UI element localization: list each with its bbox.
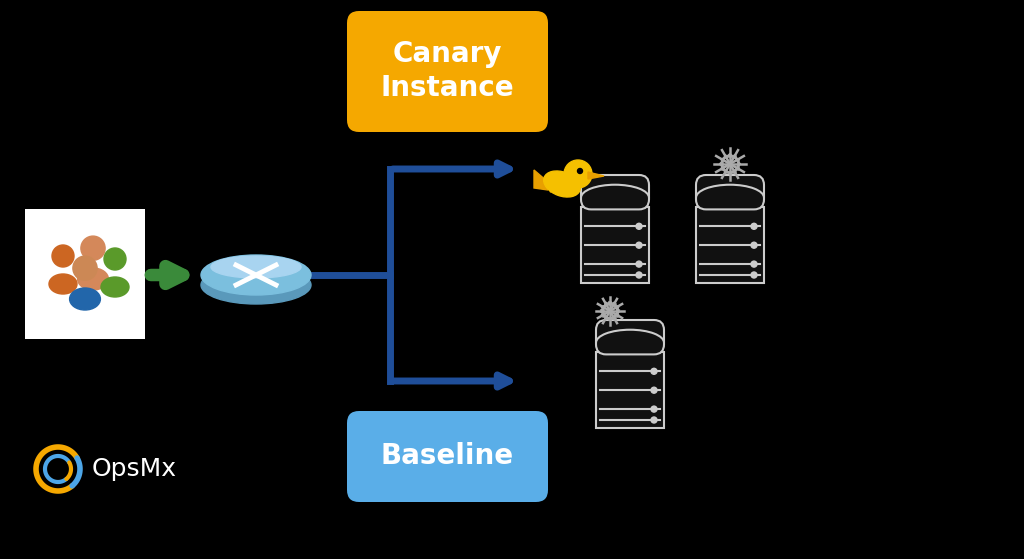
FancyBboxPatch shape [347,411,548,502]
Circle shape [636,272,642,278]
Circle shape [636,261,642,267]
FancyBboxPatch shape [596,320,664,354]
Circle shape [104,248,126,270]
Ellipse shape [49,274,77,294]
FancyBboxPatch shape [696,207,764,283]
Ellipse shape [78,268,109,290]
Ellipse shape [70,288,100,310]
Circle shape [751,242,757,248]
FancyBboxPatch shape [581,175,649,210]
Ellipse shape [201,255,311,295]
FancyBboxPatch shape [347,11,548,132]
Circle shape [751,272,757,278]
FancyBboxPatch shape [596,352,664,428]
Circle shape [636,242,642,248]
Ellipse shape [544,171,581,197]
FancyBboxPatch shape [25,209,145,339]
Circle shape [52,245,74,267]
Circle shape [651,417,657,423]
Circle shape [651,406,657,412]
Ellipse shape [101,277,129,297]
Circle shape [636,223,642,229]
Circle shape [578,168,583,173]
Circle shape [751,223,757,229]
Ellipse shape [211,256,301,278]
Circle shape [651,368,657,375]
Polygon shape [550,172,570,192]
Circle shape [81,236,105,260]
Polygon shape [588,172,604,179]
Text: Baseline: Baseline [381,442,514,470]
Text: Canary
Instance: Canary Instance [380,40,514,102]
Circle shape [751,261,757,267]
Circle shape [73,256,97,280]
FancyBboxPatch shape [581,207,649,283]
FancyBboxPatch shape [696,175,764,210]
Circle shape [651,387,657,393]
Ellipse shape [201,266,311,304]
Polygon shape [534,170,548,190]
Circle shape [564,160,592,188]
Text: OpsMx: OpsMx [92,457,177,481]
